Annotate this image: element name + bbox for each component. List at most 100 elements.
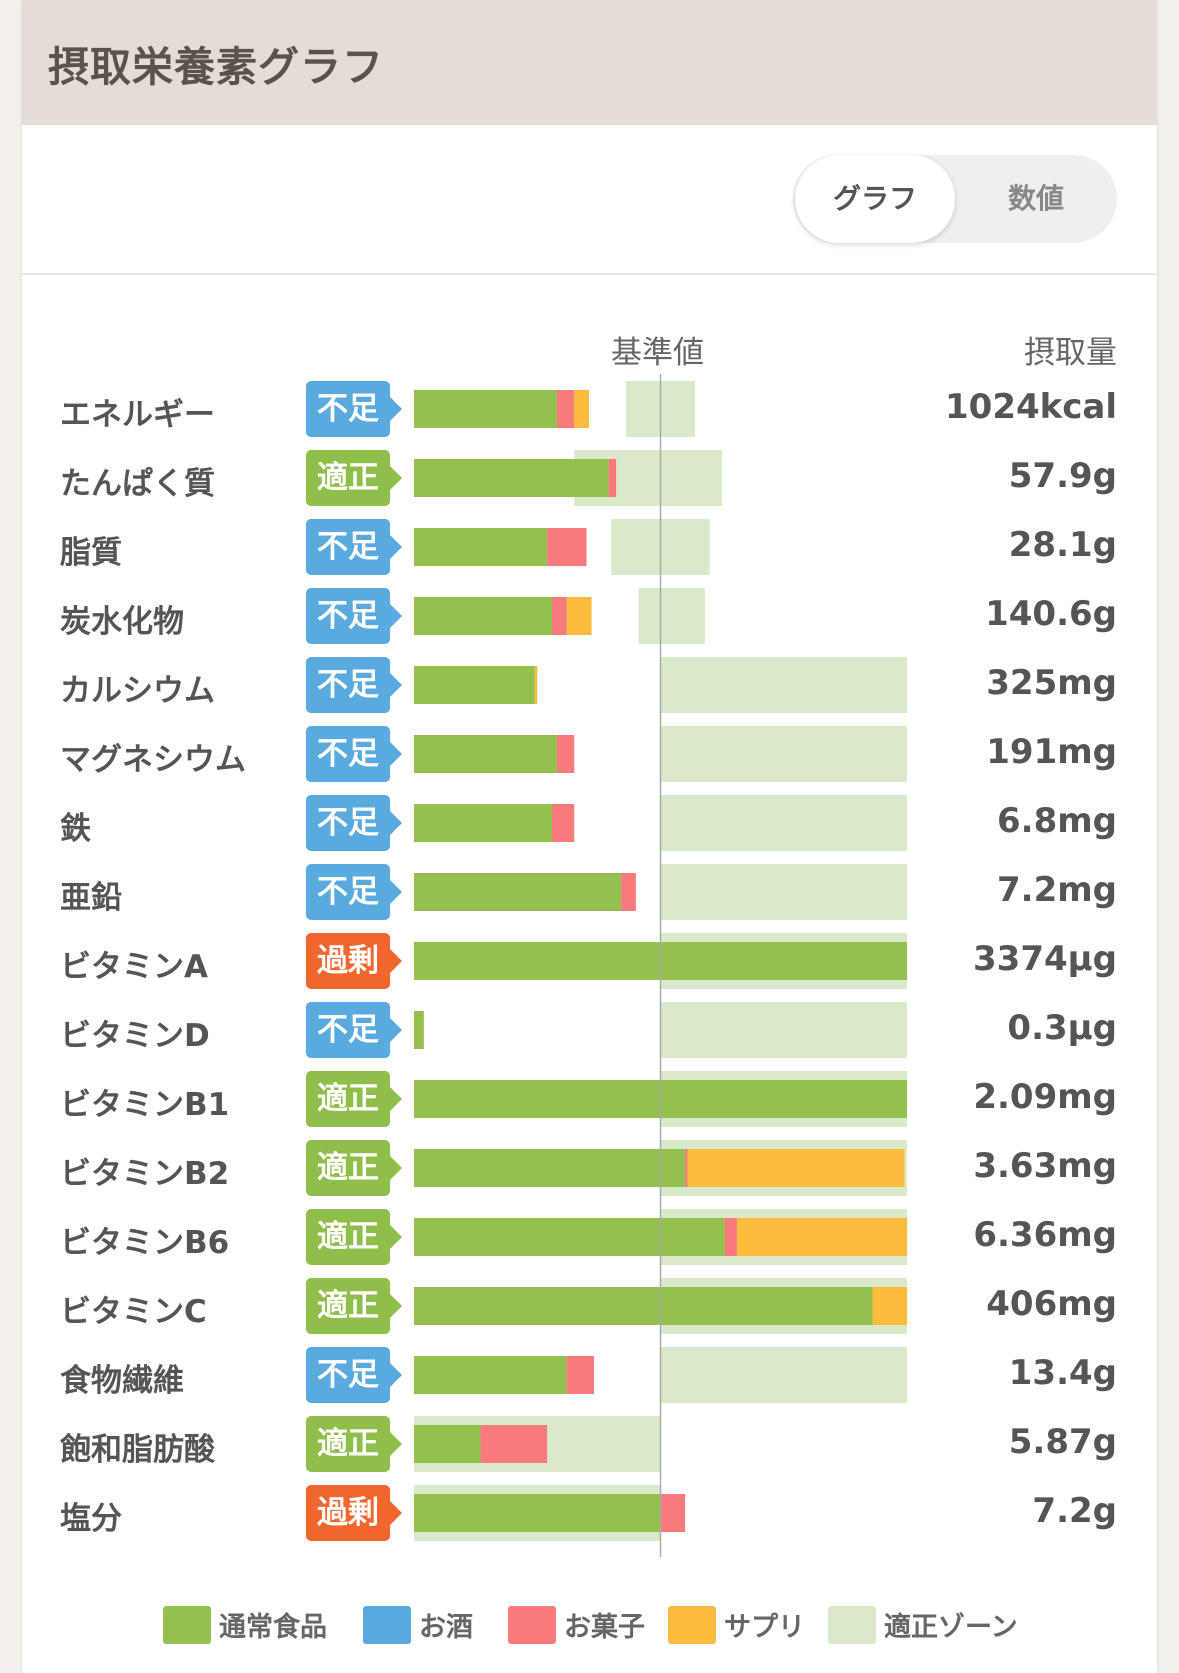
bar-segment [414, 390, 557, 428]
bar-segment [552, 804, 575, 842]
legend-item: サプリ [668, 1605, 805, 1644]
legend-swatch [828, 1605, 876, 1644]
page-title: 摂取栄養素グラフ [48, 42, 384, 91]
status-badge: 適正 [306, 1140, 402, 1196]
bar-segment [736, 1218, 907, 1256]
bar-segment [414, 1218, 725, 1256]
nutrient-name: 炭水化物 [60, 604, 184, 640]
intake-amount: 325mg [986, 663, 1117, 703]
intake-amount: 0.3μg [1007, 1008, 1117, 1048]
legend-item: お菓子 [508, 1605, 645, 1644]
status-badge: 不足 [306, 588, 402, 644]
legend-label: 適正ゾーン [884, 1612, 1018, 1643]
card-header: 摂取栄養素グラフ [22, 0, 1157, 125]
status-badge: 不足 [306, 519, 402, 575]
nutrient-name: ビタミンB6 [60, 1225, 230, 1261]
intake-amount: 7.2mg [997, 870, 1117, 910]
nutrient-name: ビタミンB2 [60, 1156, 230, 1192]
status-badge: 不足 [306, 795, 402, 851]
toggle-numeric-button[interactable]: 数値 [1007, 182, 1064, 215]
intake-amount: 2.09mg [973, 1077, 1117, 1117]
legend-item: 通常食品 [163, 1605, 327, 1644]
zone-bar [660, 1347, 907, 1403]
intake-amount: 6.8mg [997, 801, 1117, 841]
status-badge: 不足 [306, 1347, 402, 1403]
bar-segment [414, 1011, 424, 1049]
bar-segment [414, 597, 553, 635]
bar-segment [556, 390, 575, 428]
status-badge: 適正 [306, 1278, 402, 1334]
intake-amount: 191mg [986, 732, 1117, 772]
bar-segment [414, 735, 557, 773]
legend-swatch [668, 1605, 716, 1644]
intake-amount: 28.1g [1008, 525, 1117, 565]
status-badge: 不足 [306, 864, 402, 920]
bar-segment [480, 1425, 548, 1463]
bar-segment [414, 459, 609, 497]
nutrient-name: 脂質 [60, 535, 122, 571]
bar-segment [414, 1149, 686, 1187]
intake-amount: 13.4g [1008, 1353, 1117, 1393]
nutrient-name: たんぱく質 [60, 466, 215, 502]
intake-amount: 1024kcal [945, 387, 1117, 427]
status-badge: 適正 [306, 1071, 402, 1127]
legend-swatch [163, 1605, 211, 1644]
zone-bar [638, 588, 705, 644]
bar-segment [872, 1287, 907, 1325]
zone-bar [660, 795, 907, 851]
bar-segment [685, 1149, 688, 1187]
status-badge: 不足 [306, 1002, 402, 1058]
baseline-column-header: 基準値 [611, 335, 704, 371]
view-toggle[interactable]: グラフ 数値 [793, 155, 1117, 243]
bar-segment [414, 1494, 661, 1532]
status-badge: 過剰 [306, 933, 402, 989]
bar-segment [414, 804, 553, 842]
intake-column-header: 摂取量 [1024, 335, 1117, 371]
bar-segment [534, 666, 538, 704]
status-badge: 適正 [306, 450, 402, 506]
status-badge: 不足 [306, 381, 402, 437]
nutrient-name: エネルギー [60, 397, 215, 433]
bar-segment [660, 1494, 686, 1532]
bar-segment [414, 1287, 873, 1325]
intake-amount: 3374μg [973, 939, 1117, 979]
bar-segment [608, 459, 617, 497]
nutrient-name: 亜鉛 [60, 880, 122, 916]
status-badge: 適正 [306, 1416, 402, 1472]
bar-segment [552, 597, 567, 635]
bar-segment [724, 1218, 737, 1256]
intake-amount: 5.87g [1008, 1422, 1117, 1462]
legend-label: お菓子 [564, 1612, 645, 1643]
bar-segment [547, 528, 587, 566]
legend-label: 通常食品 [219, 1612, 327, 1643]
status-badge: 不足 [306, 657, 402, 713]
zone-bar [660, 726, 907, 782]
toggle-graph-button[interactable]: グラフ [795, 155, 955, 243]
status-badge: 不足 [306, 726, 402, 782]
legend-item: お酒 [363, 1605, 473, 1644]
intake-amount: 57.9g [1008, 456, 1117, 496]
nutrient-name: カルシウム [60, 673, 215, 709]
intake-amount: 3.63mg [973, 1146, 1117, 1186]
status-badge: 適正 [306, 1209, 402, 1265]
status-badge: 過剰 [306, 1485, 402, 1541]
bar-segment [574, 390, 590, 428]
intake-amount: 140.6g [985, 594, 1117, 634]
nutrient-name: ビタミンA [60, 949, 208, 985]
nutrient-name: ビタミンD [60, 1018, 210, 1054]
bar-segment [621, 873, 636, 911]
zone-bar [660, 657, 907, 713]
nutrient-card: 摂取栄養素グラフ グラフ 数値 [22, 0, 1157, 1673]
legend-label: お酒 [419, 1612, 473, 1643]
nutrient-name: 塩分 [60, 1501, 122, 1537]
legend-swatch [363, 1605, 411, 1644]
bar-segment [414, 666, 535, 704]
nutrient-name: ビタミンB1 [60, 1087, 230, 1123]
bar-segment [566, 1356, 594, 1394]
legend-label: サプリ [724, 1612, 805, 1643]
legend-swatch [508, 1605, 556, 1644]
nutrient-name: 食物繊維 [60, 1363, 184, 1399]
nutrient-name: 飽和脂肪酸 [60, 1432, 215, 1468]
view-toggle-area: グラフ 数値 [22, 125, 1157, 275]
